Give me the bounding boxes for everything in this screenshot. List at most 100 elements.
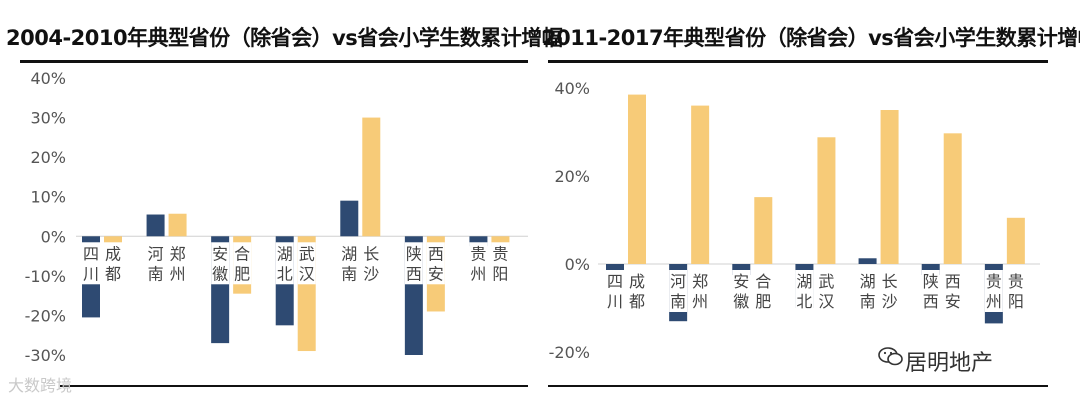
category-label-city: 成: [629, 272, 645, 291]
category-label-province: 川: [607, 292, 623, 311]
category-label-city: 安: [428, 264, 444, 283]
watermark-right: 居明地产: [905, 351, 994, 376]
category-label-province: 北: [277, 264, 293, 283]
y-tick-label: 40%: [30, 69, 66, 88]
category-label-city: 郑: [692, 272, 708, 291]
category-label-bg: [146, 242, 165, 285]
bar-province: [469, 236, 488, 247]
category-label-bg: [168, 242, 187, 285]
category-label-bg: [858, 270, 877, 312]
bar-city: [691, 105, 710, 264]
y-tick-label: 10%: [30, 188, 66, 207]
bar-province: [858, 258, 877, 264]
y-tick-label: 20%: [554, 167, 590, 186]
bar-city: [628, 94, 646, 264]
category-label-bg: [275, 242, 294, 285]
category-label-province: 徽: [733, 292, 749, 311]
category-label-province: 湖: [860, 272, 876, 291]
category-label-city: 安: [945, 292, 961, 311]
category-label-bg: [82, 242, 100, 285]
bar-city: [817, 137, 836, 264]
category-label-city: 沙: [882, 292, 898, 311]
wechat-icon: [878, 347, 903, 366]
category-label-province: 陕: [406, 244, 422, 263]
category-label-province: 徽: [212, 264, 228, 283]
category-label-bg: [669, 270, 688, 312]
category-label-bg: [754, 270, 773, 312]
bar-city: [168, 213, 187, 237]
category-label-bg: [404, 242, 423, 285]
category-label-city: 肥: [234, 264, 250, 283]
category-label-province: 湖: [277, 244, 293, 263]
top-rule-right: [548, 60, 1048, 63]
category-label-bg: [984, 270, 1003, 312]
category-label-bg: [297, 242, 316, 285]
category-label-city: 州: [170, 264, 186, 283]
category-label-bg: [491, 242, 510, 285]
category-label-bg: [691, 270, 710, 312]
bar-province: [732, 264, 751, 275]
top-rule-left: [20, 60, 528, 63]
category-label-province: 南: [148, 264, 164, 283]
category-label-bg: [233, 242, 252, 285]
y-tick-label: -20%: [25, 306, 66, 325]
category-label-city: 合: [234, 244, 250, 263]
category-label-city: 西: [428, 244, 444, 263]
bottom-rule-right: [548, 385, 1048, 387]
category-label-city: 长: [882, 272, 898, 291]
category-label-bg: [1006, 270, 1025, 312]
category-label-city: 阳: [492, 264, 508, 283]
category-label-province: 安: [733, 272, 749, 291]
category-label-province: 湖: [341, 244, 357, 263]
bar-province: [146, 214, 165, 237]
category-label-city: 成: [105, 244, 121, 263]
category-label-province: 贵: [470, 244, 486, 263]
category-label-city: 郑: [170, 244, 186, 263]
category-label-city: 长: [363, 244, 379, 263]
bar-city: [754, 197, 773, 264]
category-label-province: 四: [83, 244, 99, 263]
category-label-city: 沙: [363, 264, 379, 283]
category-label-bg: [921, 270, 940, 312]
y-tick-label: 20%: [30, 148, 66, 167]
category-label-province: 西: [406, 264, 422, 283]
chart-left: 40%30%20%10%0%-10%-20%-30%四川成都河南郑州安徽合肥湖北…: [25, 69, 528, 365]
bar-province: [340, 200, 359, 237]
bar-city: [491, 236, 510, 247]
category-label-bg: [340, 242, 359, 285]
category-label-bg: [817, 270, 836, 312]
category-label-province: 南: [341, 264, 357, 283]
category-label-city: 贵: [1008, 272, 1024, 291]
y-tick-label: 0%: [565, 255, 590, 274]
chart-title-right: 2011-2017年典型省份（除省会）vs省会小学生数累计增幅: [542, 26, 1080, 50]
category-label-city: 肥: [755, 292, 771, 311]
category-label-bg: [732, 270, 751, 312]
category-label-province: 湖: [796, 272, 812, 291]
category-label-city: 武: [818, 272, 834, 291]
category-label-province: 西: [923, 292, 939, 311]
category-label-bg: [426, 242, 445, 285]
category-label-province: 四: [607, 272, 623, 291]
bar-city: [880, 110, 899, 264]
bar-city: [362, 117, 381, 237]
category-label-city: 武: [299, 244, 315, 263]
bar-province: [921, 264, 940, 275]
category-label-bg: [880, 270, 899, 312]
category-label-province: 贵: [986, 272, 1002, 291]
category-label-province: 南: [670, 292, 686, 311]
category-label-bg: [104, 242, 122, 285]
category-label-province: 州: [470, 264, 486, 283]
category-label-bg: [628, 270, 646, 312]
category-label-bg: [211, 242, 230, 285]
category-label-city: 汉: [299, 264, 315, 283]
bottom-rule-left: [60, 385, 528, 387]
category-label-province: 州: [986, 292, 1002, 311]
category-label-bg: [943, 270, 962, 312]
category-label-city: 西: [945, 272, 961, 291]
category-label-province: 南: [860, 292, 876, 311]
category-label-city: 汉: [818, 292, 834, 311]
y-tick-label: 0%: [41, 227, 66, 246]
y-tick-label: -20%: [549, 343, 590, 362]
bar-city: [943, 133, 962, 264]
